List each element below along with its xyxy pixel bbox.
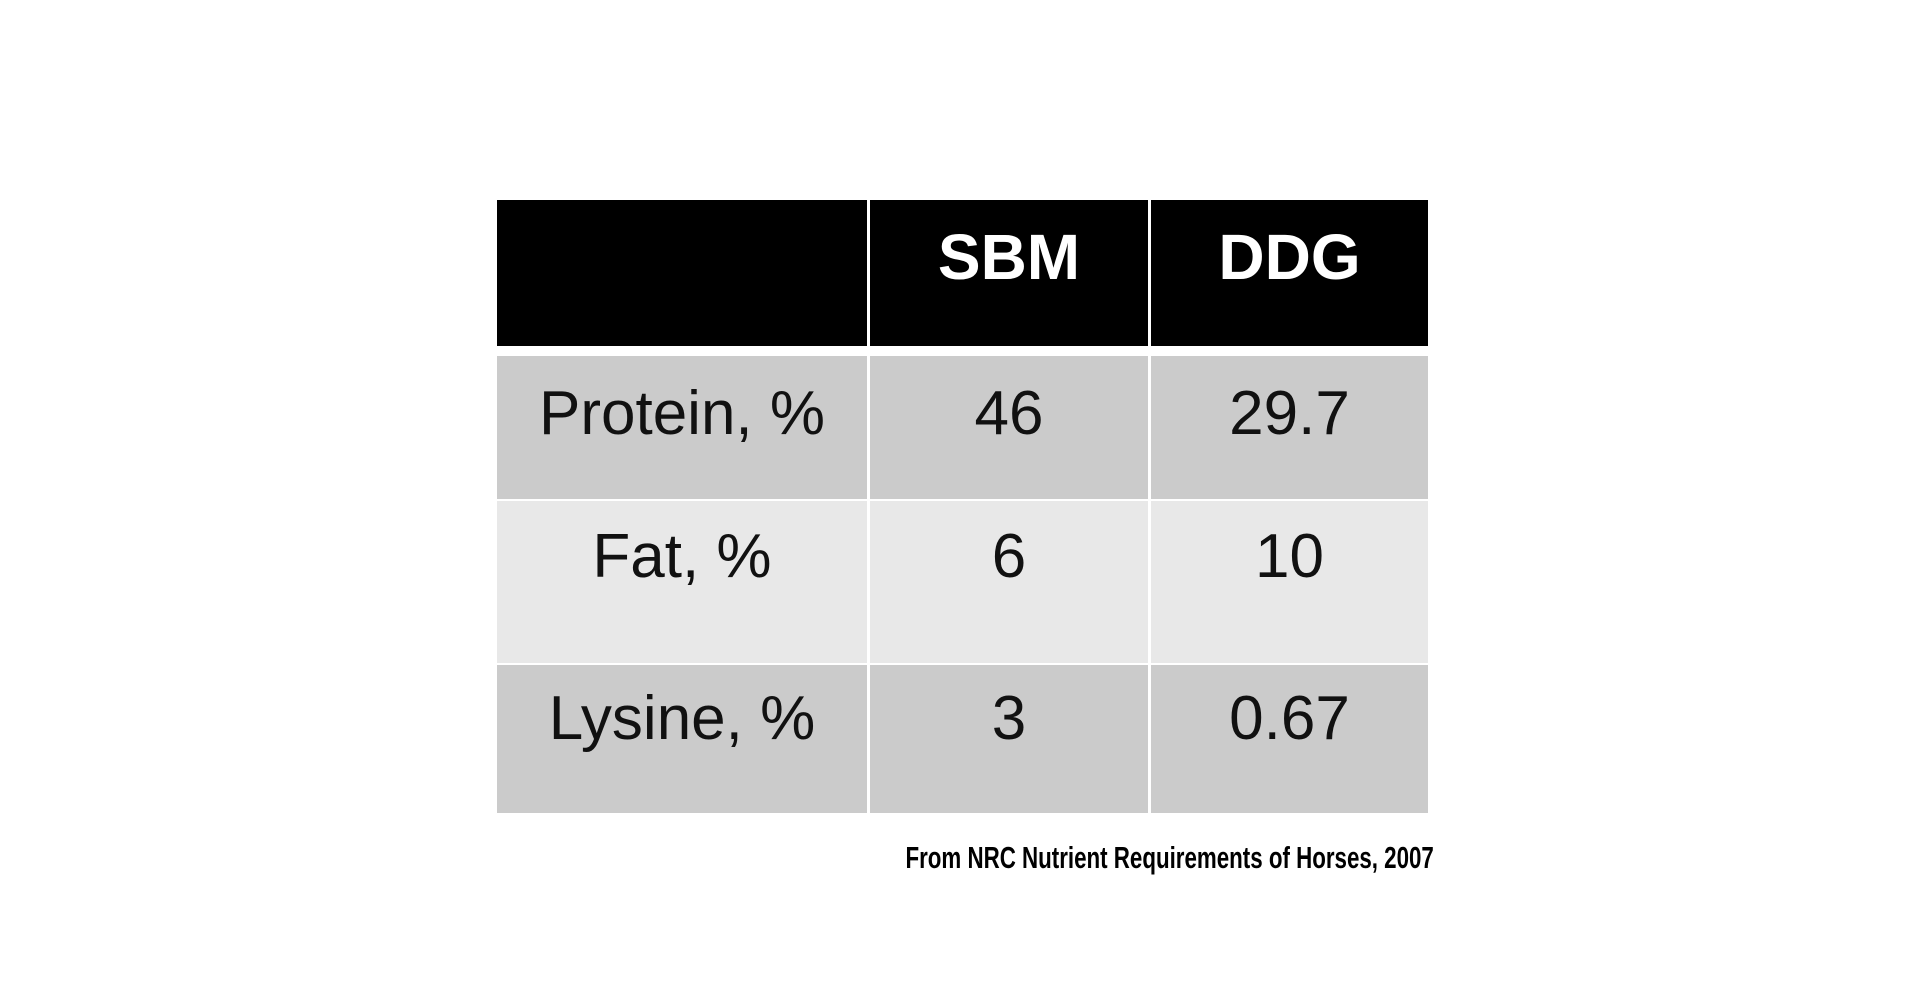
table-cell: 46 [870, 356, 1151, 501]
table-cell: 29.7 [1151, 356, 1428, 501]
header-cell-sbm: SBM [870, 200, 1151, 346]
table-row: Fat, % 6 10 [497, 501, 1428, 665]
table-row: Lysine, % 3 0.67 [497, 665, 1428, 813]
row-label: Protein, % [497, 356, 870, 501]
table-header-row: SBM DDG [497, 200, 1428, 346]
row-label: Lysine, % [497, 665, 870, 813]
table-row: Protein, % 46 29.7 [497, 356, 1428, 501]
table-cell: 10 [1151, 501, 1428, 665]
table-cell: 6 [870, 501, 1151, 665]
header-cell-ddg: DDG [1151, 200, 1428, 346]
row-label: Fat, % [497, 501, 870, 665]
nutrient-comparison-table: SBM DDG Protein, % 46 29.7 Fat, % 6 10 L… [497, 200, 1428, 813]
header-cell-empty [497, 200, 870, 346]
source-caption: From NRC Nutrient Requirements of Horses… [905, 840, 1434, 875]
table-cell: 0.67 [1151, 665, 1428, 813]
table-cell: 3 [870, 665, 1151, 813]
